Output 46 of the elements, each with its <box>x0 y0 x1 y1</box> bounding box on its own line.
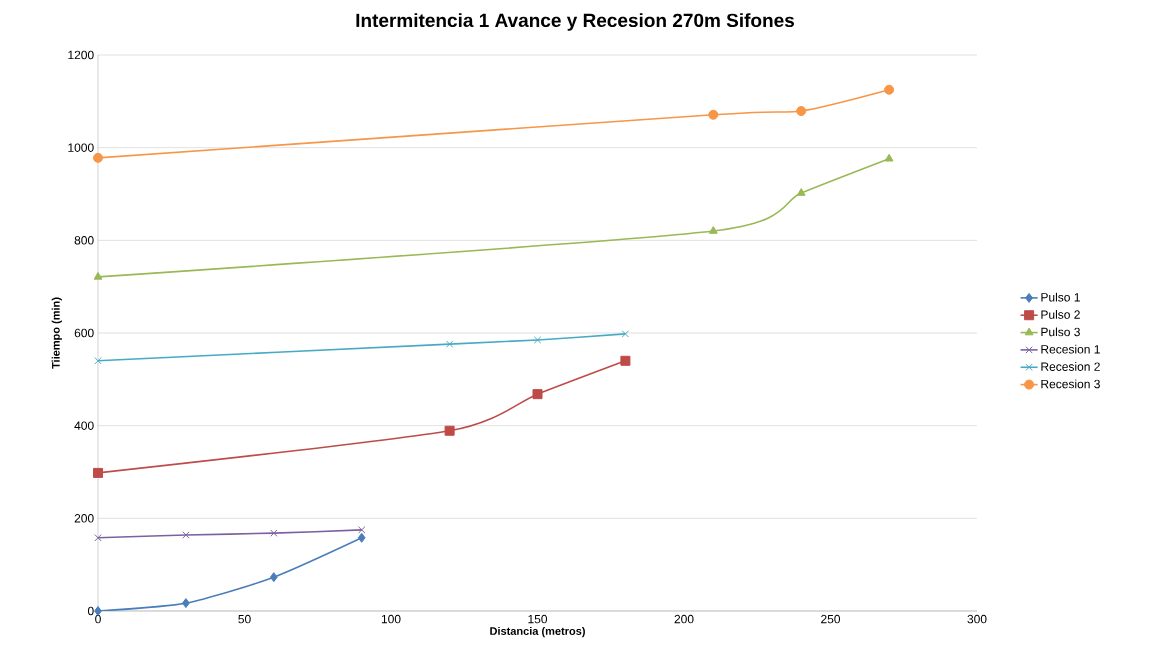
point <box>182 598 190 609</box>
y-tick-label: 600 <box>74 328 94 338</box>
point <box>93 152 104 163</box>
y-tick-label: 400 <box>74 421 94 430</box>
x-tick-label: 200 <box>674 614 694 624</box>
point <box>358 526 366 534</box>
x-tick-label: 150 <box>528 614 548 624</box>
point <box>269 572 278 583</box>
x-tick-label: 250 <box>821 614 841 624</box>
point <box>796 188 806 196</box>
legend-label: Recesion 2 <box>1041 362 1100 371</box>
x-tick-label: 100 <box>381 614 401 624</box>
x-tick-label: 300 <box>967 614 987 624</box>
y-axis-title: Tiiempo (min) <box>51 297 62 369</box>
x-tick-label: 0 <box>95 614 101 624</box>
point <box>884 153 894 162</box>
y-tick-label: 0 <box>87 606 94 616</box>
point <box>94 534 102 542</box>
point <box>621 330 630 338</box>
point <box>708 226 718 234</box>
x-tick-label: 50 <box>238 614 251 624</box>
x-axis-title: Distancia (metros) <box>490 626 585 638</box>
point <box>620 355 631 366</box>
y-tick-label: 1000 <box>68 143 94 152</box>
y-tick-label: 800 <box>74 236 94 245</box>
point <box>93 467 104 478</box>
chart-title: Intermitencia 1 Avance y Recesion 270m Sifones <box>356 13 794 31</box>
point <box>445 340 454 348</box>
point <box>270 529 278 537</box>
point <box>884 84 895 95</box>
point <box>532 389 543 400</box>
point <box>796 106 807 117</box>
point <box>182 531 190 539</box>
legend-label: Pulso 2 <box>1041 310 1080 319</box>
legend-label: Recesion 3 <box>1041 379 1100 389</box>
point <box>357 532 366 543</box>
y-tick-label: 1200 <box>68 50 94 60</box>
point <box>533 336 542 344</box>
point <box>708 109 719 120</box>
legend-label: Recesion 1 <box>1041 344 1100 354</box>
point <box>93 271 103 280</box>
legend-label: Pulso 1 <box>1041 292 1080 302</box>
point <box>94 357 102 365</box>
y-tick-label: 200 <box>74 514 94 523</box>
point <box>444 425 455 436</box>
legend-label: Pulso 3 <box>1041 327 1080 337</box>
